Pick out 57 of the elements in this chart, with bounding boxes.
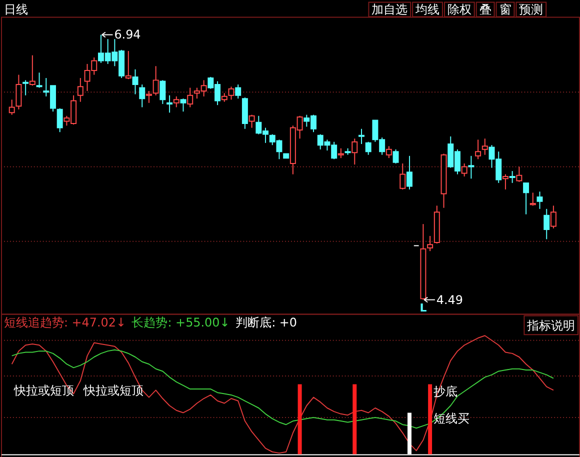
- candlestick: [160, 80, 166, 104]
- candlestick: [406, 155, 412, 190]
- candlestick: [228, 86, 234, 100]
- annotation: 快拉或短顶: [82, 383, 144, 398]
- candlestick: [461, 162, 468, 177]
- text: 加自选: [372, 2, 408, 17]
- candlestick: [468, 155, 474, 180]
- annotation: 6.94: [114, 28, 141, 42]
- candlestick: [550, 205, 556, 229]
- text: 均线: [414, 2, 440, 17]
- candlestick: [146, 90, 152, 104]
- candlestick: [77, 78, 84, 102]
- candlestick: [173, 96, 180, 108]
- candlestick: [338, 148, 344, 159]
- candlestick: [386, 146, 392, 159]
- candlestick: [166, 94, 173, 114]
- candlestick: [502, 174, 508, 190]
- candlestick: [400, 162, 406, 190]
- candlestick: [475, 139, 482, 160]
- candlestick: [516, 166, 522, 182]
- candlestick: [536, 191, 543, 210]
- candlestick: [125, 50, 132, 80]
- candlestick: [248, 114, 255, 128]
- candlestick: [16, 74, 22, 110]
- candlestick: [29, 54, 36, 86]
- candlestick: [152, 66, 159, 96]
- chart-title: 日线: [4, 2, 28, 17]
- candlestick: [365, 141, 372, 156]
- text: 叠: [479, 2, 492, 17]
- candlestick: [132, 68, 138, 95]
- candlestick: [530, 192, 536, 206]
- text: 预测: [519, 2, 544, 17]
- candlestick: [180, 98, 186, 112]
- text: 窗: [499, 2, 512, 17]
- annotation: 短线买: [434, 411, 470, 426]
- text: 除权: [447, 2, 472, 17]
- candlestick: [358, 128, 364, 145]
- candlestick: [523, 182, 530, 215]
- candlestick: [392, 148, 399, 164]
- annotation: 4.49: [436, 292, 464, 307]
- candlestick: [22, 80, 29, 96]
- candlestick: [544, 208, 550, 240]
- series-label: 短线追趋势: +47.02↓: [4, 316, 126, 330]
- candlestick: [352, 138, 358, 166]
- candlestick: [36, 72, 42, 88]
- candlestick: [427, 235, 434, 252]
- candlestick: [509, 170, 516, 184]
- candlestick: [56, 108, 63, 133]
- text: L: [420, 302, 427, 315]
- text: 指标说明: [526, 318, 576, 333]
- series-label: 长趋势: +55.00↓: [132, 316, 230, 330]
- candlestick: [235, 84, 242, 100]
- candlestick: [482, 138, 488, 156]
- candlestick: [187, 87, 194, 108]
- candlestick: [8, 99, 15, 116]
- candlestick: [139, 84, 146, 108]
- text: 判断底: +0: [236, 316, 298, 330]
